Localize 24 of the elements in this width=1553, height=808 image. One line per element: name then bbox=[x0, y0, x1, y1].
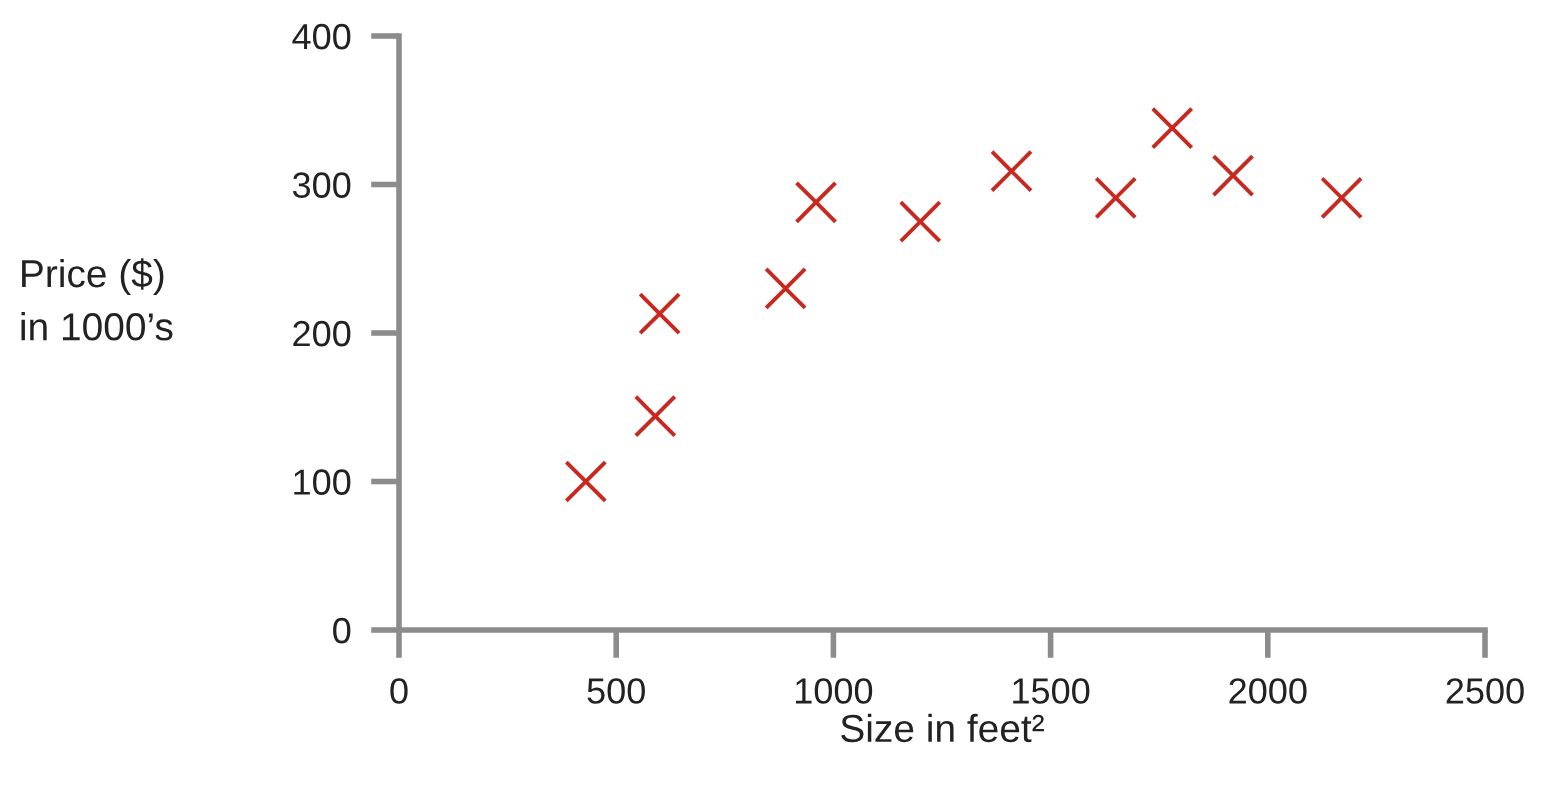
point bbox=[795, 181, 837, 224]
point bbox=[899, 200, 942, 243]
y-tick-label: 0 bbox=[333, 617, 351, 644]
point bbox=[1212, 154, 1254, 197]
y-tick-label: 100 bbox=[294, 469, 351, 495]
point bbox=[1151, 107, 1194, 149]
x-tick-label: 1500 bbox=[1013, 678, 1090, 704]
y-tick-label: 300 bbox=[292, 172, 351, 198]
y-tick-label: 400 bbox=[292, 23, 351, 50]
point bbox=[764, 267, 807, 310]
point bbox=[634, 395, 677, 437]
x-tick-label: 0 bbox=[390, 678, 408, 704]
x-tick-label: 2000 bbox=[1229, 678, 1307, 704]
point bbox=[1320, 177, 1363, 219]
y-tick-label: 200 bbox=[293, 320, 351, 347]
x-tick-label: 2500 bbox=[1446, 678, 1524, 704]
point bbox=[564, 460, 607, 503]
point bbox=[1094, 177, 1137, 219]
x-axis-title: Size in feet² bbox=[841, 713, 1044, 743]
x-tick-label: 1000 bbox=[795, 678, 873, 704]
point bbox=[638, 292, 681, 335]
point bbox=[990, 150, 1033, 192]
x-tick-label: 500 bbox=[587, 678, 645, 704]
y-axis-title: Price ($) in 1000’s bbox=[21, 258, 173, 341]
